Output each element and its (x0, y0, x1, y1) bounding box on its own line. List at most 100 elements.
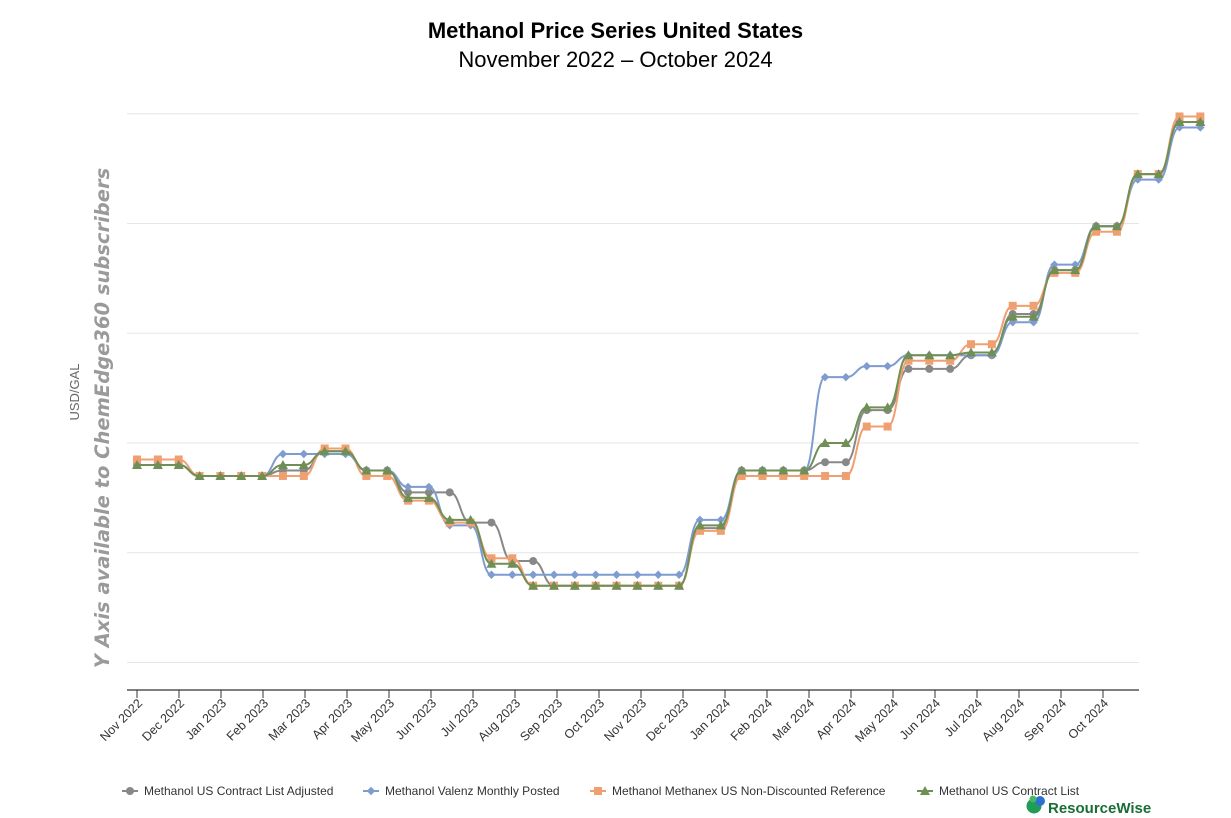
data-point (904, 356, 913, 365)
data-point (862, 361, 871, 371)
legend-item[interactable]: Methanol US Contract List Adjusted (122, 784, 333, 798)
legend-label: Methanol US Contract List (939, 784, 1080, 798)
series-square (133, 112, 1205, 590)
data-point (424, 482, 434, 492)
data-point (1175, 123, 1184, 132)
data-point (277, 459, 288, 469)
logo-text: ResourceWise (1048, 800, 1151, 817)
data-point (674, 580, 685, 590)
data-point (403, 482, 413, 492)
x-tick-label: Dec 2023 (643, 696, 691, 744)
data-point (966, 347, 976, 357)
data-point (821, 471, 830, 480)
data-point (528, 580, 539, 590)
data-point (424, 488, 433, 497)
data-point (946, 364, 955, 373)
resourcewise-logo: ResourceWise (1026, 795, 1151, 817)
x-tick-label: Sep 2024 (1021, 696, 1069, 744)
data-point (987, 340, 996, 349)
series-circle (133, 117, 1205, 590)
data-point (967, 340, 975, 349)
data-point (1175, 112, 1184, 121)
data-point (174, 455, 183, 464)
data-point (653, 580, 664, 590)
logo-mark-dot (1029, 795, 1037, 803)
legend-marker (126, 787, 134, 795)
series-line (137, 120, 1201, 587)
x-tick-label: Feb 2023 (224, 696, 271, 743)
data-point (1195, 116, 1206, 126)
data-point (862, 422, 871, 431)
data-point (945, 350, 956, 360)
data-point (925, 356, 934, 365)
data-point (1132, 169, 1143, 179)
data-point (153, 455, 162, 464)
data-point (1007, 311, 1018, 321)
legend-item[interactable]: Methanol US Contract List (917, 784, 1080, 798)
data-point (694, 520, 705, 530)
data-point (757, 465, 768, 475)
data-point (695, 515, 705, 525)
data-point (444, 514, 455, 524)
x-tick-label: Jun 2023 (393, 696, 439, 742)
data-point (1070, 265, 1081, 275)
x-tick-label: Jul 2023 (438, 696, 481, 739)
data-point (715, 520, 726, 530)
data-point (861, 402, 872, 412)
data-point (1008, 318, 1017, 327)
data-point (632, 580, 643, 590)
y-axis-title: USD/GAL (67, 363, 82, 420)
data-point (508, 554, 517, 563)
data-point (340, 446, 351, 456)
data-point (257, 470, 268, 480)
data-point (298, 459, 309, 469)
x-tick-label: Oct 2023 (561, 696, 607, 742)
x-tick-label: Jul 2024 (942, 696, 985, 739)
legend-item[interactable]: Methanol Valenz Monthly Posted (363, 784, 560, 798)
data-point (215, 470, 226, 480)
data-point (465, 514, 476, 524)
x-tick-label: May 2024 (852, 696, 901, 745)
data-point (487, 570, 496, 579)
data-point (882, 402, 893, 412)
data-point (591, 570, 600, 579)
data-point (403, 492, 414, 502)
legend-label: Methanol Methanex US Non-Discounted Refe… (612, 784, 886, 798)
data-point (549, 570, 559, 579)
data-point (883, 361, 892, 371)
x-tick-label: Oct 2024 (1065, 696, 1111, 742)
logo-mark-blue (1035, 796, 1045, 806)
series-line (137, 126, 1201, 576)
data-point (841, 372, 851, 382)
data-point (319, 446, 330, 456)
data-point (590, 580, 601, 590)
data-point (840, 438, 851, 448)
x-tick-label: Nov 2022 (97, 696, 145, 744)
data-point (549, 580, 559, 590)
data-point (507, 558, 518, 568)
legend-item[interactable]: Methanol Methanex US Non-Discounted Refe… (590, 784, 886, 798)
data-point (779, 471, 788, 480)
series-diamond (132, 123, 1205, 579)
data-point (383, 471, 392, 480)
data-point (799, 465, 810, 475)
x-tick-label: May 2023 (348, 696, 397, 745)
data-point (1028, 311, 1039, 321)
data-point (486, 558, 497, 568)
data-point (569, 580, 580, 590)
data-point (695, 526, 704, 535)
x-tick-label: Feb 2024 (728, 696, 775, 743)
data-point (362, 471, 371, 480)
data-point (299, 449, 308, 459)
data-point (1196, 112, 1205, 121)
series-triangle (132, 116, 1206, 590)
data-point (736, 465, 747, 475)
data-point (423, 492, 434, 502)
x-tick-label: Jan 2023 (183, 696, 229, 742)
data-point (778, 465, 789, 475)
x-tick-label: Mar 2023 (266, 696, 313, 743)
data-point (674, 570, 684, 579)
data-point (508, 570, 517, 579)
y-axis-watermark: Y Axis available to ChemEdge360 subscrib… (91, 168, 114, 668)
data-point (716, 526, 725, 535)
